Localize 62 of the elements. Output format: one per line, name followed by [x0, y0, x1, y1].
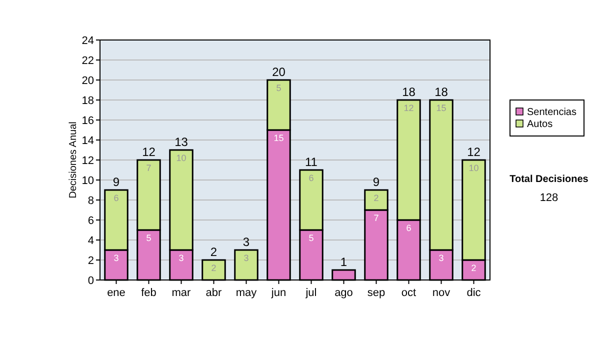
total-label: 2 — [210, 245, 218, 259]
data-label: 7 — [374, 213, 379, 223]
data-label: 6 — [406, 223, 412, 233]
data-label: 5 — [276, 83, 282, 93]
total-label: 9 — [112, 175, 120, 189]
data-label: 3 — [244, 253, 249, 263]
data-label: 10 — [176, 153, 186, 163]
legend-label: Sentencias — [527, 107, 576, 118]
total-label: 12 — [467, 145, 481, 159]
data-label: 12 — [404, 103, 414, 113]
x-tick-label: jun — [270, 287, 286, 299]
y-tick-label: 14 — [82, 135, 94, 147]
y-tick-label: 4 — [88, 235, 94, 247]
y-tick-label: 24 — [82, 35, 94, 47]
y-tick-label: 2 — [88, 255, 94, 267]
data-label: 10 — [468, 163, 479, 173]
y-tick-label: 22 — [82, 55, 94, 67]
total-label: 13 — [174, 135, 188, 149]
total-label: 1 — [340, 255, 348, 269]
total-label: 9 — [372, 175, 380, 189]
y-tick-label: 12 — [82, 155, 94, 167]
y-tick-label: 10 — [82, 175, 94, 187]
data-label: 5 — [146, 233, 152, 243]
data-label: 2 — [374, 193, 379, 203]
total-label: 20 — [272, 65, 286, 79]
total-label: 12 — [142, 145, 156, 159]
text: Total Decisiones — [510, 174, 589, 185]
y-tick-label: 18 — [82, 95, 94, 107]
total-label: 3 — [242, 235, 250, 249]
data-label: 2 — [471, 263, 476, 273]
data-label: 15 — [274, 133, 284, 143]
data-label: 3 — [114, 253, 119, 263]
x-tick-label: nov — [432, 287, 451, 299]
data-label: 6 — [308, 173, 314, 183]
legend-label: Autos — [527, 119, 553, 130]
data-label: 3 — [178, 253, 184, 263]
data-label: 15 — [436, 103, 446, 113]
x-tick-label: oct — [401, 287, 416, 299]
y-tick-label: 20 — [82, 75, 94, 87]
text: 128 — [540, 192, 558, 204]
x-tick-label: mar — [172, 287, 192, 299]
total-label: 18 — [402, 85, 416, 99]
total-label: 18 — [434, 85, 448, 99]
y-tick-label: 0 — [88, 275, 94, 287]
y-axis-title: Decisiones Anual — [68, 122, 79, 198]
data-label: 5 — [308, 233, 314, 243]
x-tick-label: sep — [367, 287, 386, 299]
data-label: 7 — [146, 163, 152, 173]
y-tick-label: 8 — [88, 195, 94, 207]
x-tick-label: abr — [206, 287, 222, 299]
total-label: 11 — [305, 155, 318, 169]
y-tick-label: 16 — [82, 115, 94, 127]
y-tick-label: 6 — [88, 215, 94, 227]
data-label: 2 — [211, 263, 216, 273]
x-tick-label: ene — [107, 287, 126, 299]
data-label: 6 — [114, 193, 119, 203]
x-tick-label: jul — [304, 287, 317, 299]
x-tick-label: feb — [141, 287, 156, 299]
data-label: 3 — [438, 253, 444, 263]
x-tick-label: may — [236, 287, 258, 299]
x-tick-label: dic — [466, 287, 482, 299]
x-tick-label: ago — [334, 287, 353, 299]
